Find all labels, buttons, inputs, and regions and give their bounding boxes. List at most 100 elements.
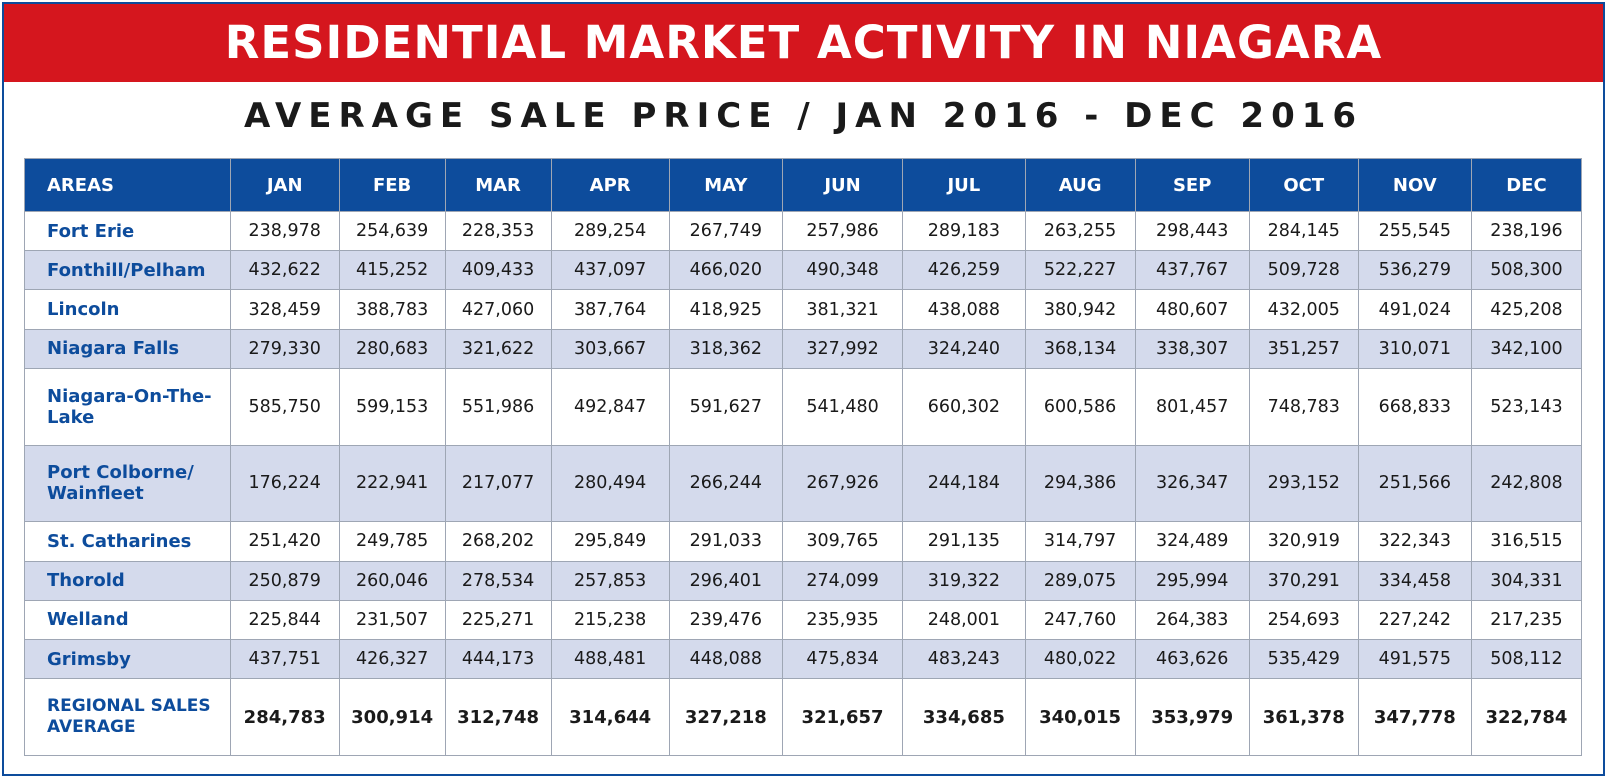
price-cell-jan: 437,751 (229, 639, 340, 680)
price-cell-mar: 427,060 (444, 289, 552, 330)
area-name-cell: St. Catharines (24, 521, 231, 562)
price-cell-mar: 409,433 (444, 250, 552, 291)
price-cell-nov: 491,575 (1357, 639, 1472, 680)
price-cell-feb: 222,941 (338, 444, 446, 523)
price-table: AREAS JAN FEB MAR APR MAY JUN JUL AUG SEP OCT NOV DE… (24, 158, 1583, 756)
price-cell-may: 466,020 (668, 250, 783, 291)
price-cell-mar: 551,986 (444, 367, 552, 446)
price-cell-aug: 600,586 (1024, 367, 1136, 446)
price-cell-sep: 338,307 (1134, 328, 1250, 369)
price-cell-apr: 215,238 (550, 599, 670, 641)
price-cell-jul: 483,243 (902, 639, 1026, 680)
price-cell-dec: 217,235 (1470, 599, 1583, 641)
area-name-cell: Niagara-On-The-Lake (24, 367, 231, 446)
price-cell-mar: 268,202 (444, 521, 552, 562)
price-cell-nov: 251,566 (1357, 444, 1472, 523)
price-cell-feb: 249,785 (338, 521, 446, 562)
price-cell-nov: 227,242 (1357, 599, 1472, 641)
total-row: REGIONAL SALES AVERAGE 284,783 300,914 312,… (24, 678, 1583, 756)
area-name-cell: Grimsby (24, 639, 231, 680)
price-cell-mar: 312,748 (444, 678, 552, 756)
area-name-cell: Port Colborne/ Wainfleet (24, 444, 231, 523)
price-cell-feb: 388,783 (338, 289, 446, 330)
price-cell-may: 296,401 (668, 560, 783, 601)
price-cell-oct: 509,728 (1248, 250, 1359, 291)
price-cell-may: 266,244 (668, 444, 783, 523)
price-cell-jul: 244,184 (902, 444, 1026, 523)
price-cell-jan: 279,330 (229, 328, 340, 369)
price-cell-apr: 387,764 (550, 289, 670, 330)
price-cell-may: 448,088 (668, 639, 783, 680)
price-cell-oct: 284,145 (1248, 210, 1359, 252)
price-cell-sep: 801,457 (1134, 367, 1250, 446)
price-cell-oct: 432,005 (1248, 289, 1359, 330)
price-cell-jul: 248,001 (902, 599, 1026, 641)
price-cell-may: 327,218 (668, 678, 783, 756)
price-cell-aug: 314,797 (1024, 521, 1136, 562)
price-cell-aug: 368,134 (1024, 328, 1136, 369)
price-cell-nov: 491,024 (1357, 289, 1472, 330)
price-cell-nov: 310,071 (1357, 328, 1472, 369)
price-cell-apr: 289,254 (550, 210, 670, 252)
price-cell-apr: 295,849 (550, 521, 670, 562)
price-cell-jul: 324,240 (902, 328, 1026, 369)
price-cell-aug: 294,386 (1024, 444, 1136, 523)
price-cell-mar: 225,271 (444, 599, 552, 641)
price-cell-jun: 327,992 (781, 328, 904, 369)
price-cell-jan: 432,622 (229, 250, 340, 291)
column-header-mar: MAR (444, 158, 552, 212)
area-name-cell: Thorold (24, 560, 231, 601)
price-cell-jul: 289,183 (902, 210, 1026, 252)
price-cell-aug: 380,942 (1024, 289, 1136, 330)
price-cell-oct: 748,783 (1248, 367, 1359, 446)
column-header-may: MAY (668, 158, 783, 212)
price-cell-oct: 535,429 (1248, 639, 1359, 680)
price-cell-oct: 370,291 (1248, 560, 1359, 601)
area-name-cell: Fonthill/Pelham (24, 250, 231, 291)
price-cell-dec: 508,112 (1470, 639, 1583, 680)
price-cell-jul: 319,322 (902, 560, 1026, 601)
price-cell-apr: 314,644 (550, 678, 670, 756)
price-cell-sep: 324,489 (1134, 521, 1250, 562)
price-cell-may: 318,362 (668, 328, 783, 369)
price-cell-oct: 361,378 (1248, 678, 1359, 756)
area-name-cell: Lincoln (24, 289, 231, 330)
price-cell-jan: 176,224 (229, 444, 340, 523)
price-cell-feb: 231,507 (338, 599, 446, 641)
price-cell-aug: 289,075 (1024, 560, 1136, 601)
price-cell-dec: 316,515 (1470, 521, 1583, 562)
price-cell-oct: 293,152 (1248, 444, 1359, 523)
price-cell-feb: 599,153 (338, 367, 446, 446)
price-cell-feb: 426,327 (338, 639, 446, 680)
table-row: Port Colborne/ Wainfleet 176,224 222,941 21… (24, 444, 1583, 523)
area-name-cell: REGIONAL SALES AVERAGE (24, 678, 231, 756)
price-cell-jan: 238,978 (229, 210, 340, 252)
price-cell-mar: 321,622 (444, 328, 552, 369)
price-cell-jun: 381,321 (781, 289, 904, 330)
table-row: Lincoln 328,459 388,783 427,060 387,764 418,9… (24, 289, 1583, 330)
column-header-apr: APR (550, 158, 670, 212)
price-cell-nov: 668,833 (1357, 367, 1472, 446)
column-header-jan: JAN (229, 158, 340, 212)
price-cell-aug: 480,022 (1024, 639, 1136, 680)
price-cell-dec: 508,300 (1470, 250, 1583, 291)
price-cell-mar: 228,353 (444, 210, 552, 252)
price-cell-nov: 347,778 (1357, 678, 1472, 756)
price-cell-dec: 425,208 (1470, 289, 1583, 330)
area-name-cell: Niagara Falls (24, 328, 231, 369)
price-cell-jan: 250,879 (229, 560, 340, 601)
price-cell-mar: 444,173 (444, 639, 552, 680)
table-row: Grimsby 437,751 426,327 444,173 488,481 448,0… (24, 639, 1583, 680)
table-body: Fort Erie 238,978 254,639 228,353 289,254 267… (24, 210, 1583, 756)
price-cell-oct: 254,693 (1248, 599, 1359, 641)
column-header-jul: JUL (902, 158, 1026, 212)
price-cell-nov: 255,545 (1357, 210, 1472, 252)
price-cell-apr: 492,847 (550, 367, 670, 446)
price-cell-jun: 490,348 (781, 250, 904, 291)
price-cell-aug: 247,760 (1024, 599, 1136, 641)
price-cell-dec: 523,143 (1470, 367, 1583, 446)
price-cell-sep: 264,383 (1134, 599, 1250, 641)
column-header-nov: NOV (1357, 158, 1472, 212)
price-cell-sep: 480,607 (1134, 289, 1250, 330)
price-cell-jan: 585,750 (229, 367, 340, 446)
